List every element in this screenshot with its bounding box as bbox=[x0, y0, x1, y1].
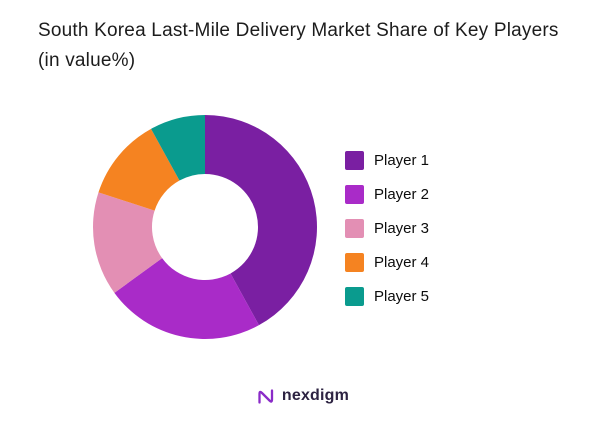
legend-swatch bbox=[345, 151, 364, 170]
legend-item: Player 1 bbox=[345, 151, 429, 170]
legend-item: Player 3 bbox=[345, 219, 429, 238]
brand-name: nexdigm bbox=[281, 387, 350, 404]
donut-slice-player-5 bbox=[151, 115, 205, 181]
nexdigm-logo-icon bbox=[258, 389, 274, 404]
legend-swatch bbox=[345, 185, 364, 204]
legend-label: Player 3 bbox=[374, 220, 430, 237]
legend-item: Player 4 bbox=[345, 253, 429, 272]
nexdigm-wave-path bbox=[258, 389, 274, 404]
donut-slice-player-2 bbox=[114, 258, 259, 339]
donut-slice-player-1 bbox=[205, 115, 318, 326]
brand-footer: nexdigm bbox=[0, 386, 605, 406]
donut-slice-player-3 bbox=[93, 192, 163, 293]
legend-label: Player 5 bbox=[374, 288, 430, 305]
chart-title: South Korea Last-Mile Delivery Market Sh… bbox=[38, 20, 559, 71]
legend-item: Player 5 bbox=[345, 287, 429, 306]
legend-label: Player 2 bbox=[374, 186, 430, 203]
donut-slice-player-4 bbox=[98, 128, 180, 211]
legend-item: Player 2 bbox=[345, 185, 429, 204]
legend-label: Player 4 bbox=[374, 254, 430, 271]
legend-swatch bbox=[345, 219, 364, 238]
donut-chart bbox=[93, 115, 318, 339]
chart-legend: Player 1 Player 2 Player 3 Player 4 Play… bbox=[345, 151, 429, 306]
legend-label: Player 1 bbox=[374, 152, 430, 169]
legend-swatch bbox=[345, 253, 364, 272]
legend-swatch bbox=[345, 287, 364, 306]
